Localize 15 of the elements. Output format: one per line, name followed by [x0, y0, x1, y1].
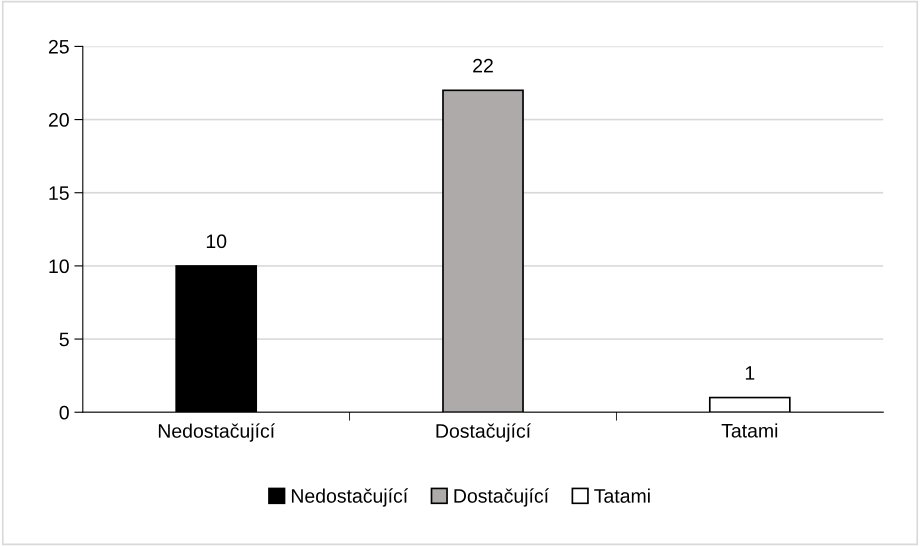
y-tick-label: 15 — [49, 186, 69, 200]
y-tick-label: 5 — [60, 332, 69, 346]
y-tick-label: 0 — [60, 406, 69, 420]
x-tick-label: Tatami — [722, 423, 778, 438]
legend-label: Dostačující — [454, 488, 549, 507]
legend-label: Tatami — [594, 488, 650, 503]
x-tick-label: Dostačující — [436, 423, 532, 442]
data-label: 1 — [746, 366, 754, 380]
legend-label: Nedostačující — [292, 488, 408, 507]
data-label: 10 — [206, 234, 226, 248]
data-label: 22 — [473, 58, 493, 72]
y-tick-label: 20 — [48, 113, 69, 127]
x-tick-label: Nedostačující — [158, 423, 276, 442]
y-tick-label: 25 — [48, 40, 69, 54]
y-tick-label: 10 — [49, 259, 69, 274]
